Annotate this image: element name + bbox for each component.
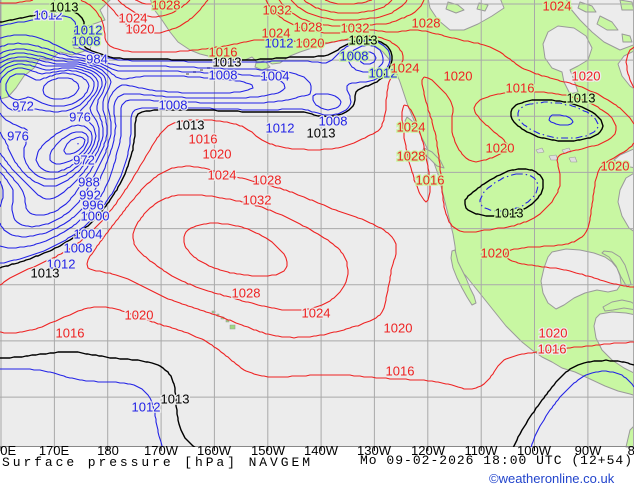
svg-text:1024: 1024 <box>543 0 572 14</box>
svg-text:992: 992 <box>79 188 101 203</box>
svg-text:1020: 1020 <box>601 159 630 174</box>
svg-text:996: 996 <box>82 198 104 213</box>
svg-text:1012: 1012 <box>132 400 161 415</box>
svg-text:1013: 1013 <box>50 0 79 15</box>
svg-text:120W: 120W <box>411 443 446 458</box>
svg-text:110W: 110W <box>465 443 499 458</box>
svg-text:1013: 1013 <box>213 55 242 70</box>
svg-text:100W: 100W <box>517 443 552 458</box>
svg-text:1012: 1012 <box>265 36 294 51</box>
svg-text:1024: 1024 <box>397 120 426 135</box>
svg-text:Surface pressure [hPa] NAVGEM: Surface pressure [hPa] NAVGEM <box>2 455 310 470</box>
svg-text:1008: 1008 <box>209 68 238 83</box>
svg-text:1013: 1013 <box>495 206 524 221</box>
svg-text:1028: 1028 <box>397 149 426 164</box>
svg-text:170E: 170E <box>39 443 70 458</box>
svg-text:1016: 1016 <box>209 45 238 60</box>
svg-text:1012: 1012 <box>34 8 63 23</box>
svg-text:988: 988 <box>78 175 100 190</box>
svg-text:1012: 1012 <box>47 257 76 272</box>
svg-text:1004: 1004 <box>261 69 290 84</box>
svg-text:1024: 1024 <box>391 61 420 76</box>
svg-text:1028: 1028 <box>232 286 261 301</box>
svg-text:1028: 1028 <box>253 173 282 188</box>
svg-text:1016: 1016 <box>56 326 85 341</box>
svg-text:1016: 1016 <box>416 173 445 188</box>
svg-text:1020: 1020 <box>539 326 568 341</box>
svg-text:140W: 140W <box>304 443 339 458</box>
svg-text:90W: 90W <box>575 443 602 458</box>
svg-text:1020: 1020 <box>125 308 154 323</box>
svg-text:170W: 170W <box>144 443 179 458</box>
svg-text:Mo 09-02-2026 18:00 UTC (12+54: Mo 09-02-2026 18:00 UTC (12+54) <box>360 453 632 468</box>
svg-text:1008: 1008 <box>319 114 348 129</box>
svg-text:1013: 1013 <box>161 392 190 407</box>
svg-text:1020: 1020 <box>572 69 601 84</box>
svg-text:180: 180 <box>97 443 119 458</box>
svg-text:80W: 80W <box>628 443 634 458</box>
svg-text:1032: 1032 <box>243 193 272 208</box>
svg-text:1008: 1008 <box>64 241 93 256</box>
svg-text:1028: 1028 <box>152 0 181 13</box>
svg-text:1020: 1020 <box>486 141 515 156</box>
svg-text:1024: 1024 <box>208 168 237 183</box>
svg-text:972: 972 <box>12 99 34 114</box>
svg-text:1016: 1016 <box>506 81 535 96</box>
svg-text:1013: 1013 <box>31 266 60 281</box>
svg-text:1013: 1013 <box>349 33 378 48</box>
svg-text:972: 972 <box>73 153 95 168</box>
svg-text:1020: 1020 <box>296 36 325 51</box>
svg-text:1020: 1020 <box>481 246 510 261</box>
svg-text:1000: 1000 <box>81 209 110 224</box>
svg-text:1008: 1008 <box>159 98 188 113</box>
svg-text:1012: 1012 <box>369 66 398 81</box>
svg-text:1008: 1008 <box>340 49 369 64</box>
svg-text:1032: 1032 <box>341 21 370 36</box>
svg-text:1028: 1028 <box>294 20 323 35</box>
svg-text:1032: 1032 <box>263 3 292 18</box>
svg-text:1024: 1024 <box>119 11 148 26</box>
svg-text:1020: 1020 <box>126 22 155 37</box>
svg-text:976: 976 <box>69 110 91 125</box>
svg-text:1012: 1012 <box>266 121 295 136</box>
svg-text:1008: 1008 <box>72 34 101 49</box>
svg-text:©weatheronline.co.uk: ©weatheronline.co.uk <box>489 471 615 486</box>
svg-text:1020: 1020 <box>203 147 232 162</box>
svg-text:1012: 1012 <box>74 23 103 38</box>
svg-text:1013: 1013 <box>176 118 205 133</box>
svg-text:160W: 160W <box>197 443 232 458</box>
svg-text:150W: 150W <box>251 443 286 458</box>
svg-text:1016: 1016 <box>386 364 415 379</box>
svg-text:1028: 1028 <box>412 16 441 31</box>
svg-text:1024: 1024 <box>302 306 331 321</box>
svg-text:1020: 1020 <box>444 69 473 84</box>
svg-text:1013: 1013 <box>567 91 596 106</box>
svg-text:1013: 1013 <box>307 126 336 141</box>
svg-text:1024: 1024 <box>262 26 291 41</box>
svg-text:1004: 1004 <box>74 227 103 242</box>
svg-text:130W: 130W <box>357 443 392 458</box>
svg-text:1016: 1016 <box>538 342 567 357</box>
svg-text:984: 984 <box>86 52 108 67</box>
svg-text:976: 976 <box>7 129 29 144</box>
svg-text:1020: 1020 <box>384 321 413 336</box>
svg-text:1016: 1016 <box>189 132 218 147</box>
